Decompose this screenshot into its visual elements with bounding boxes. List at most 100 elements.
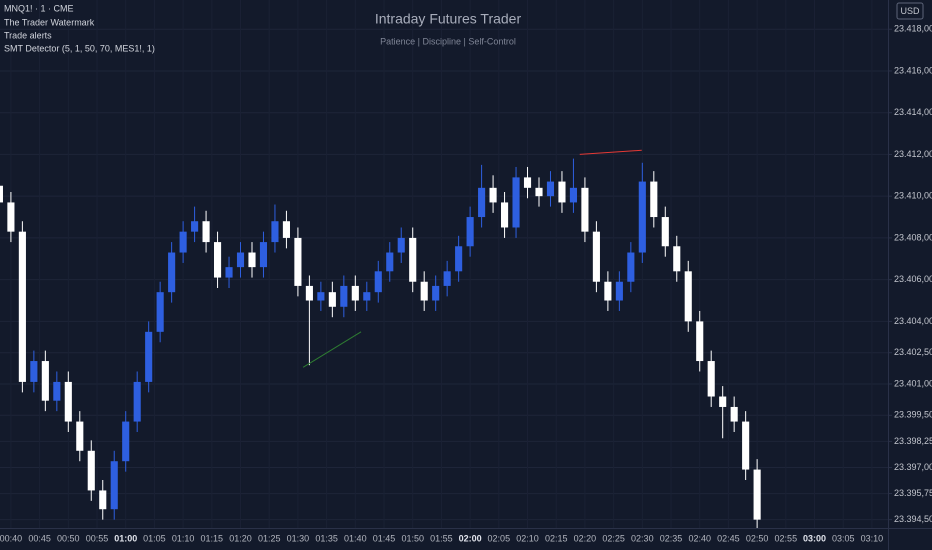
candle-body	[122, 421, 130, 462]
candle-body	[466, 217, 474, 247]
y-tick-label: 23.412,00	[894, 149, 932, 159]
candle-body	[110, 461, 118, 510]
candle-body	[696, 321, 704, 362]
indicator-label: SMT Detector (5, 1, 50, 70, MES1!, 1)	[4, 43, 155, 53]
candle-body	[592, 231, 600, 282]
candle-body	[305, 285, 313, 301]
plot	[0, 149, 761, 528]
y-tick-label: 23.402,50	[894, 347, 932, 357]
y-tick-label: 23.414,00	[894, 107, 932, 117]
candle-body	[707, 361, 715, 397]
indicator-label: Trade alerts	[4, 30, 52, 40]
candle-body	[133, 381, 141, 422]
candle-body	[523, 177, 532, 188]
candle-body	[191, 221, 199, 232]
x-tick-label: 01:55	[430, 533, 453, 543]
candle-body	[156, 292, 164, 332]
x-tick-label: 01:15	[201, 533, 224, 543]
candle-body	[719, 396, 727, 407]
x-tick-label: 02:55	[775, 533, 798, 543]
x-tick-label: 02:00	[459, 533, 482, 543]
candle-body	[202, 221, 210, 243]
x-tick-label: 03:10	[861, 533, 884, 543]
x-tick-label: 00:45	[28, 533, 51, 543]
x-tick-label: 01:05	[143, 533, 166, 543]
x-tick-label: 02:40	[688, 533, 711, 543]
candle-body	[615, 281, 623, 301]
y-tick-label: 23.408,00	[894, 232, 932, 242]
y-tick-label: 23.418,00	[894, 24, 932, 34]
candle-body	[604, 281, 612, 301]
y-tick-label: 23.397,00	[894, 462, 932, 472]
candle-body	[225, 267, 233, 278]
candle-body	[753, 469, 761, 520]
candle-body	[168, 252, 176, 293]
x-tick-label: 02:10	[516, 533, 539, 543]
candle-body	[317, 292, 325, 301]
candle-body	[443, 271, 451, 286]
candle-body	[397, 237, 405, 253]
x-tick-label: 01:45	[373, 533, 396, 543]
x-tick-label: 02:05	[488, 533, 511, 543]
x-tick-label: 00:55	[86, 533, 109, 543]
candle-body	[18, 231, 26, 382]
candle-body	[455, 246, 463, 272]
candle-body	[558, 181, 566, 203]
indicator-label: The Trader Watermark	[4, 17, 95, 27]
candle-body	[7, 202, 15, 232]
candle-body	[386, 252, 394, 272]
candle-body	[236, 252, 245, 268]
candle-body	[41, 361, 49, 401]
candle-body	[363, 292, 371, 301]
y-tick-label: 23.395,75	[894, 488, 932, 498]
candle-body	[535, 187, 543, 197]
currency-box[interactable]	[896, 2, 924, 20]
candle-body	[340, 285, 348, 307]
x-tick-label: 02:30	[631, 533, 654, 543]
candle-body	[64, 381, 72, 422]
candle-body	[271, 221, 279, 243]
candle-body	[569, 187, 577, 203]
candle-body	[409, 237, 417, 282]
candle-body	[53, 381, 61, 401]
candle-body	[282, 221, 290, 238]
candle-body	[581, 187, 589, 232]
x-tick-label: 01:35	[315, 533, 338, 543]
smt-line	[579, 149, 642, 155]
y-tick-label: 23.410,00	[894, 191, 932, 201]
candle-body	[328, 292, 336, 307]
y-tick-label: 23.404,00	[894, 316, 932, 326]
candle-body	[259, 242, 268, 268]
x-tick-label: 02:35	[660, 533, 683, 543]
x-tick-label: 02:20	[574, 533, 597, 543]
x-tick-label: 01:50	[401, 533, 424, 543]
candle-body	[627, 252, 635, 282]
y-tick-label: 23.394,50	[894, 514, 932, 524]
currency-label[interactable]: USD	[900, 6, 920, 16]
candle-body	[179, 231, 187, 253]
axes: 23.418,00 23.416,00 23.414,00 23.412,00 23.4…	[0, 24, 932, 544]
candle-body	[30, 361, 38, 382]
candle-body	[374, 271, 382, 293]
candle-body	[684, 271, 692, 322]
y-tick-label: 23.401,00	[894, 378, 932, 388]
candle-body	[87, 450, 95, 491]
candle-body	[145, 331, 153, 382]
candle-body	[76, 421, 84, 451]
x-tick-label: 01:30	[287, 533, 310, 543]
watermark-subtitle: Patience | Discipline | Self-Control	[380, 36, 516, 46]
candle-body	[213, 242, 222, 278]
x-tick-label: 02:45	[717, 533, 740, 543]
x-tick-label: 02:15	[545, 533, 568, 543]
candle-body	[673, 246, 681, 272]
candle-body	[420, 281, 428, 301]
symbol-label: MNQ1! · 1 · CME	[4, 3, 74, 13]
candle-body	[500, 202, 509, 228]
x-tick-label: 02:50	[746, 533, 769, 543]
x-tick-label: 03:05	[832, 533, 855, 543]
x-tick-label: 01:25	[258, 533, 281, 543]
candle-body	[650, 181, 658, 218]
